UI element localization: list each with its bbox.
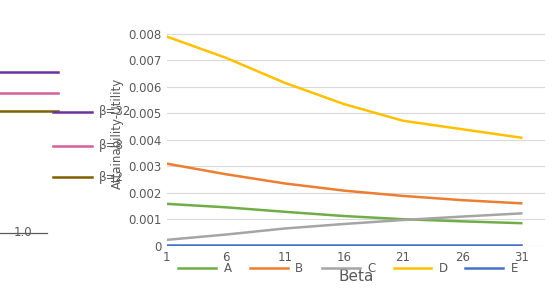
Y-axis label: Attainability-Utility: Attainability-Utility (111, 78, 125, 189)
Text: A: A (224, 262, 231, 275)
Text: β=32: β=32 (98, 105, 131, 118)
Text: D: D (439, 262, 448, 275)
X-axis label: Beta: Beta (338, 269, 374, 284)
Text: β=8: β=8 (98, 139, 123, 152)
Text: β=2: β=2 (98, 170, 123, 184)
Text: E: E (511, 262, 518, 275)
Text: B: B (295, 262, 304, 275)
Text: C: C (367, 262, 375, 275)
Text: 1.0: 1.0 (13, 226, 32, 239)
